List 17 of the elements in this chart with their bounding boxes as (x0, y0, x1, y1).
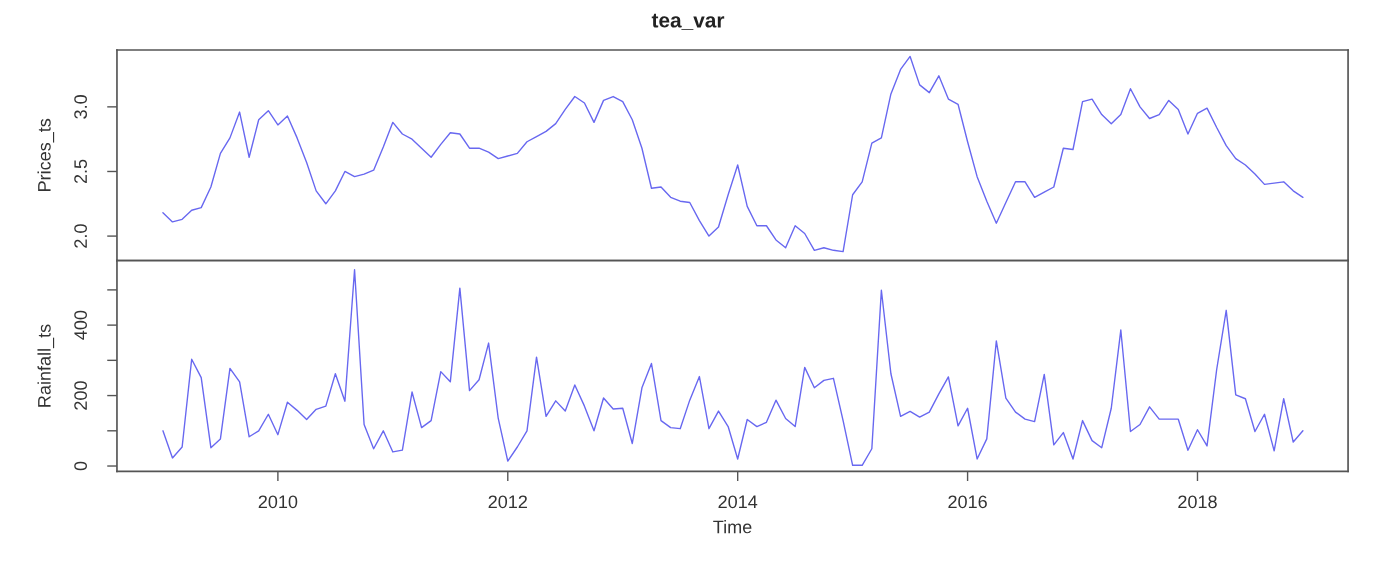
x-tick-label: 2010 (258, 495, 298, 509)
y-tick-label: 2.5 (74, 159, 87, 184)
line-series (162, 55, 1304, 253)
x-tick-label: 2012 (488, 495, 527, 509)
y-tick-label: 2.0 (74, 224, 87, 248)
y-tick-label: 200 (74, 381, 87, 410)
y-tick-label: 3.0 (74, 95, 87, 119)
chart-title: tea_var (651, 13, 725, 30)
x-axis-title: Time (713, 520, 752, 534)
y-axis-title: Rainfall_ts (37, 324, 55, 407)
x-tick-label: 2018 (1178, 495, 1217, 509)
y-axis-title: Prices_ts (37, 118, 55, 191)
y-tick-label: 0 (74, 461, 87, 471)
x-tick-label: 2014 (718, 495, 758, 509)
x-tick-label: 2016 (948, 495, 987, 509)
line-series (162, 269, 1304, 467)
y-tick-label: 400 (74, 310, 87, 340)
